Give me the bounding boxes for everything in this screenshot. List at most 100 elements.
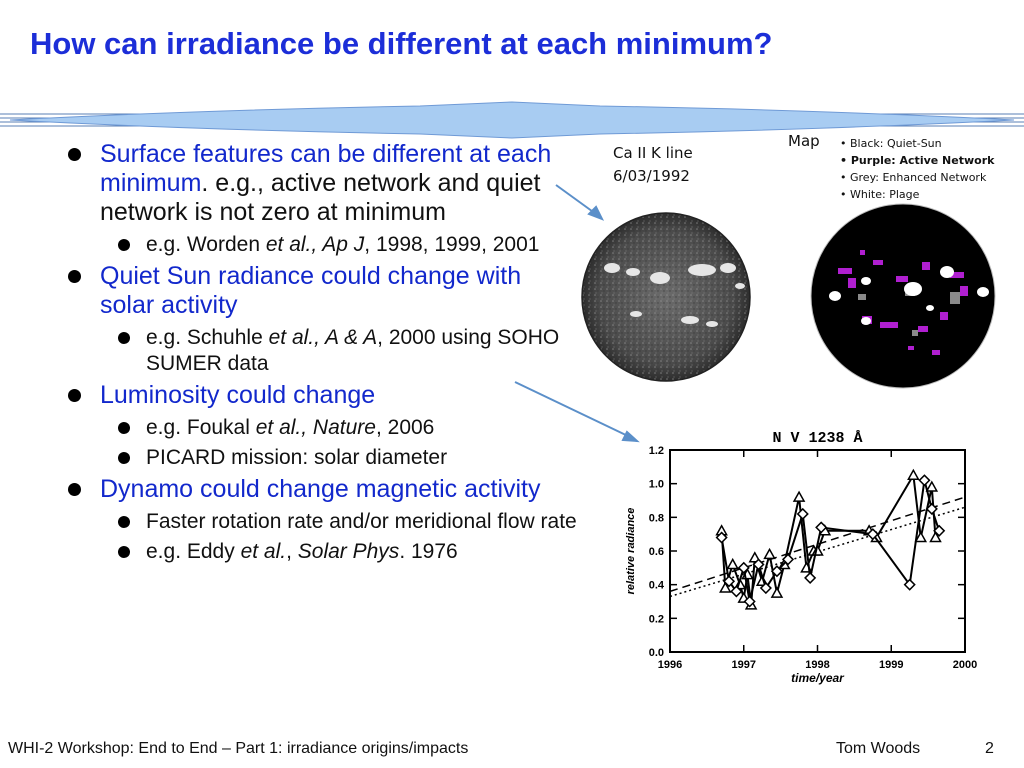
bullet-text-suffix: . e.g., active network and quiet network… [100, 169, 541, 226]
sub-bullet-text: PICARD mission: solar diameter [146, 446, 448, 469]
bullet-text: Dynamo could change magnetic activity [100, 475, 541, 503]
fit-line-dotted [669, 506, 966, 598]
data-point-diamond [715, 531, 728, 544]
data-point-triangle [748, 551, 762, 563]
citation-italic: et al. [240, 540, 287, 563]
data-point-diamond [722, 575, 736, 588]
bullet-dot [118, 422, 130, 434]
sub-bullet-worden: e.g. Worden et al., Ap J, 1998, 1999, 20… [58, 232, 578, 258]
citation-italic: et al., Nature [255, 416, 376, 439]
citation-italic: et al., A & A [268, 326, 378, 349]
legend-item-active-network: Purple: Active Network [840, 152, 995, 169]
data-point-triangle [770, 586, 784, 598]
data-point-triangle [719, 581, 732, 593]
bullet-text: Luminosity could change [100, 381, 376, 409]
data-point-diamond [815, 521, 828, 534]
data-point-diamond [759, 581, 772, 595]
x-tick-label: 2000 [953, 659, 977, 671]
x-tick-label: 1998 [805, 659, 829, 671]
data-point-triangle [914, 530, 928, 543]
slide-title: How can irradiance be different at each … [30, 26, 773, 61]
footer-workshop: WHI-2 Workshop: End to End – Part 1: irr… [8, 740, 469, 757]
data-point-diamond [925, 502, 938, 515]
data-point-diamond [781, 553, 795, 566]
data-point-triangle [792, 490, 806, 502]
y-tick-label: 0.8 [649, 512, 664, 524]
bullet-text: Quiet Sun radiance could change with sol… [100, 262, 522, 319]
data-point-diamond [796, 507, 809, 521]
data-point-triangle [925, 480, 939, 492]
sub-bullet-text: e.g. Eddy [146, 540, 241, 563]
data-point-diamond [770, 565, 783, 578]
y-axis-label: relative radiance [625, 508, 637, 595]
bullet-dot [118, 516, 130, 528]
data-point-diamond [737, 561, 750, 574]
sub-bullet-foukal: e.g. Foukal et al., Nature, 2006 [58, 415, 578, 441]
decorative-banner [0, 101, 1024, 139]
citation-italic: et al., Ap J [265, 233, 365, 256]
footer-author: Tom Woods [836, 740, 921, 757]
x-tick-label: 1996 [658, 659, 682, 671]
y-tick-label: 0.4 [649, 580, 665, 592]
pointer-arrows [514, 184, 640, 443]
data-point-triangle [929, 530, 942, 543]
sub-bullet-text: , [286, 540, 298, 563]
y-tick-label: 0.0 [649, 647, 664, 659]
data-point-diamond [903, 578, 916, 591]
bullet-text: Surface features can be different at eac… [100, 140, 552, 197]
legend-item-enhanced-network: Grey: Enhanced Network [840, 169, 994, 186]
x-tick-label: 1999 [879, 659, 903, 671]
page-number: 2 [985, 740, 994, 757]
chart-title: N V 1238 Å [772, 430, 862, 447]
data-point-diamond [743, 595, 756, 608]
data-point-diamond [918, 474, 931, 487]
bullet-dot [68, 389, 81, 402]
citation-italic: Solar Phys [297, 540, 400, 563]
data-point-triangle [763, 547, 776, 560]
data-point-triangle [907, 468, 920, 480]
bullet-dot [68, 270, 81, 283]
data-point-diamond [804, 571, 817, 584]
sub-bullet-picard: PICARD mission: solar diameter [58, 445, 578, 471]
caii-caption-line2: 6/03/1992 [613, 167, 690, 185]
map-legend: Black: Quiet-Sun Purple: Active Network … [840, 135, 994, 203]
y-tick-label: 1.0 [649, 479, 664, 491]
x-tick-label: 1997 [732, 659, 756, 671]
bullet-dot [118, 452, 130, 464]
bullet-dot [118, 332, 130, 344]
bullet-surface-features: Surface features can be different at eac… [58, 140, 578, 227]
y-tick-label: 0.2 [649, 613, 664, 625]
x-axis-label: time/year [791, 671, 845, 685]
map-label: Map [788, 132, 820, 150]
data-point-diamond [933, 524, 946, 537]
sub-bullet-text: Faster rotation rate and/or meridional f… [146, 510, 577, 533]
sub-bullet-text: e.g. Worden [146, 233, 266, 256]
nv-1238-chart: N V 1238 Å 0.0 0.2 0.4 0.6 0.8 1.0 1.2 1996 1997 1… [625, 430, 977, 685]
data-point-diamond [866, 528, 879, 541]
y-tick-label: 1.2 [649, 445, 664, 457]
data-point-diamond [730, 585, 743, 598]
sub-bullet-text: , 1998, 1999, 2001 [364, 233, 540, 256]
bullet-quiet-sun: Quiet Sun radiance could change with sol… [58, 262, 578, 320]
data-point-triangle [726, 557, 739, 570]
legend-item-quiet-sun: Black: Quiet-Sun [840, 135, 994, 152]
sub-bullet-text: e.g. Foukal [146, 416, 256, 439]
bullet-dot [118, 239, 130, 251]
bullet-dot [68, 148, 81, 161]
bullet-dot [118, 546, 130, 558]
bullet-dynamo: Dynamo could change magnetic activity [58, 475, 578, 504]
bullet-dot [68, 483, 81, 496]
caii-sun-image [581, 212, 751, 382]
y-tick-label: 0.6 [649, 546, 664, 558]
classification-map-image [810, 203, 996, 389]
sub-bullet-rotation: Faster rotation rate and/or meridional f… [58, 509, 578, 535]
data-point-diamond [752, 558, 765, 571]
sub-bullet-text: . 1976 [399, 540, 458, 563]
bullet-luminosity: Luminosity could change [58, 381, 578, 410]
sub-bullet-schuhle: e.g. Schuhle et al., A & A, 2000 using S… [58, 325, 578, 377]
caii-caption-line1: Ca II K line [613, 144, 693, 162]
legend-item-plage: White: Plage [840, 186, 994, 203]
sub-bullet-eddy: e.g. Eddy et al., Solar Phys. 1976 [58, 539, 578, 565]
bullet-list: Surface features can be different at eac… [58, 140, 578, 569]
